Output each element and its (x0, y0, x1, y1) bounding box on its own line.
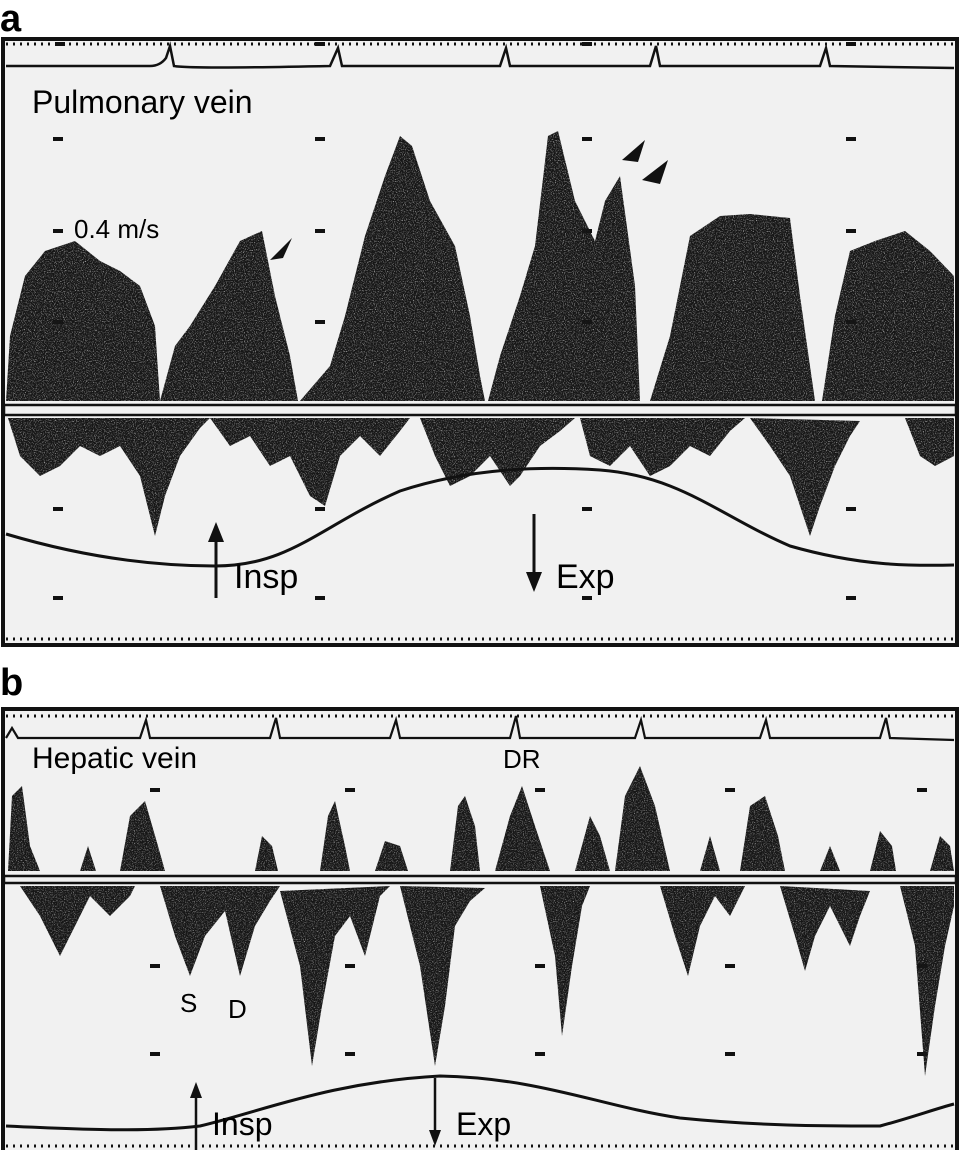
d-wave-label: D (228, 994, 247, 1024)
hepatic-vein-doppler-trace (1, 707, 959, 1150)
expiration-arrow-b (429, 1078, 441, 1146)
expiration-arrow (526, 514, 542, 592)
insp-label-b: Insp (212, 1106, 273, 1142)
pulmonary-vein-title: Pulmonary vein (32, 84, 253, 120)
exp-label-b: Exp (456, 1106, 512, 1142)
arrowhead-marker (270, 140, 668, 260)
respiration-curve-a (5, 466, 955, 568)
ecg-trace-b (5, 715, 955, 742)
hepatic-forward-flow (8, 766, 954, 871)
velocity-scale-label: 0.4 m/s (74, 214, 160, 244)
respiration-curve-b (5, 1074, 955, 1132)
ecg-trace (6, 41, 955, 70)
hepatic-reverse-flow (20, 886, 954, 1076)
hepatic-vein-title: Hepatic vein (32, 742, 198, 775)
pulmonary-vein-doppler-trace (1, 37, 959, 647)
inspiration-arrow-b (190, 1082, 202, 1150)
insp-label-a: Insp (234, 558, 299, 596)
panel-b-letter: b (0, 662, 24, 704)
pulmonary-reverse-flow (8, 418, 954, 536)
exp-label-a: Exp (556, 558, 615, 596)
panel-a-letter: a (0, 0, 22, 40)
s-wave-label: S (180, 988, 198, 1018)
dr-label: DR (503, 744, 541, 774)
inspiration-arrow (208, 522, 224, 598)
pulmonary-forward-flow (6, 131, 954, 401)
